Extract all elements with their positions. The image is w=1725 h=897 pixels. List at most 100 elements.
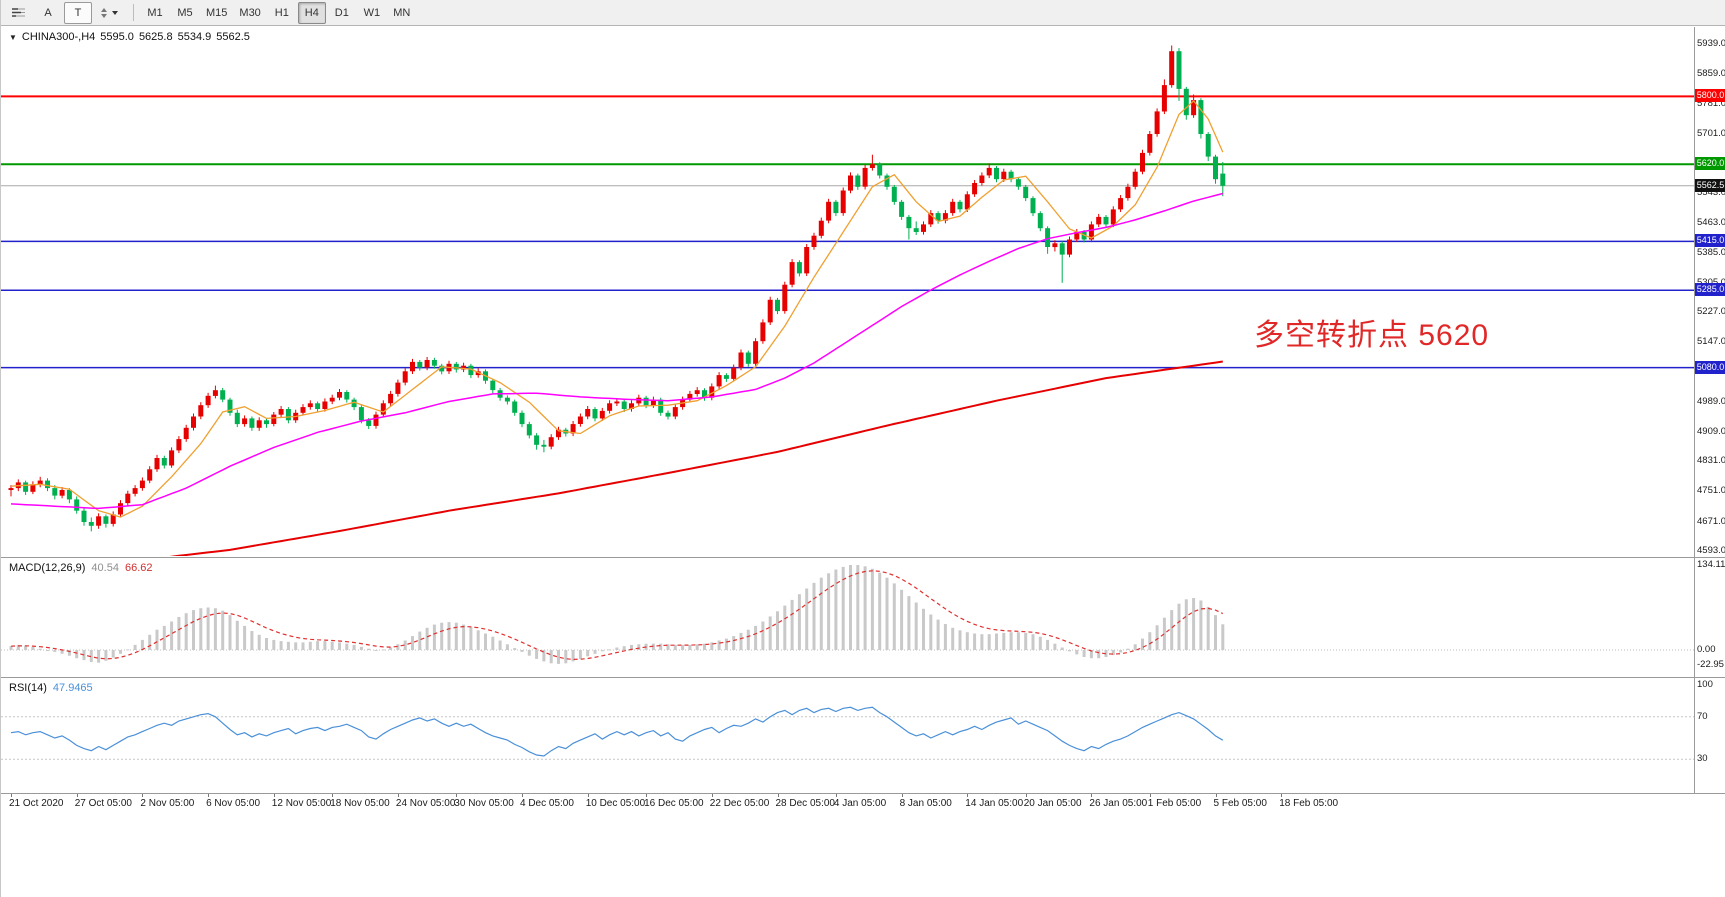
- ohlc-close: 5562.5: [216, 31, 250, 43]
- rsi-axis-label: 30: [1697, 753, 1708, 765]
- chart-list-button[interactable]: [4, 2, 32, 24]
- symbol-name: CHINA300-,H4: [21, 31, 96, 43]
- time-axis-tick: [711, 794, 713, 797]
- macd-axis-label: 134.11: [1697, 558, 1725, 570]
- price-axis-label: 5701.0: [1697, 127, 1725, 139]
- timeframe-button-mn[interactable]: MN: [393, 6, 411, 19]
- price-axis-label: 5859.0: [1697, 68, 1725, 80]
- price-level-badge: 5620.0: [1695, 157, 1725, 171]
- timeframe-button-w1[interactable]: W1: [363, 6, 381, 19]
- rsi-axis-label: 100: [1697, 679, 1713, 690]
- time-axis-label: 6 Nov 05:00: [206, 798, 261, 809]
- time-axis-label: 10 Dec 05:00: [585, 798, 646, 809]
- time-axis-tick: [1149, 794, 1151, 797]
- time-axis-label: 28 Dec 05:00: [775, 798, 836, 809]
- chart-annotation: 多空转折点 5620: [1254, 319, 1490, 352]
- price-axis-label: 5463.0: [1697, 217, 1725, 229]
- time-axis-label: 18 Feb 05:00: [1279, 798, 1339, 809]
- price-axis-label: 4593.0: [1697, 545, 1725, 556]
- price-axis-label: 4831.0: [1697, 455, 1725, 467]
- price-axis-label: 5227.0: [1697, 306, 1725, 318]
- timeframe-button-m30[interactable]: M30: [239, 6, 261, 19]
- chart-collapse-icon[interactable]: ▼: [9, 33, 17, 42]
- text-label-t-button[interactable]: T: [64, 1, 92, 24]
- ohlc-open: 5595.0: [100, 31, 134, 43]
- macd-indicator-chart[interactable]: [1, 559, 1694, 676]
- main-price-chart[interactable]: [1, 27, 1694, 556]
- timeframe-button-m1[interactable]: M1: [147, 6, 163, 19]
- ma-slow-red: [169, 360, 1223, 556]
- macd-signal-line: [10, 570, 1224, 661]
- symbol-ohlc-header: ▼ CHINA300-,H4 5595.0 5625.8 5534.9 5562.5: [9, 31, 255, 43]
- price-axis-label: 4751.0: [1697, 485, 1725, 497]
- time-axis-label: 21 Oct 2020: [9, 798, 64, 809]
- time-axis-label: 8 Jan 05:00: [899, 798, 952, 809]
- time-axis-tick: [1091, 794, 1093, 797]
- price-axis-label: 5305.0: [1697, 276, 1725, 288]
- macd-label: MACD(12,26,9) 40.54 66.62: [9, 562, 158, 574]
- toolbar-separator: [133, 4, 134, 21]
- time-axis-label: 26 Jan 05:00: [1089, 798, 1148, 809]
- timeframe-button-m15[interactable]: M15: [206, 6, 228, 19]
- up-down-arrows-icon: [101, 7, 118, 18]
- candlestick-series: [8, 45, 1226, 532]
- macd-axis-label: 0.00: [1697, 644, 1716, 655]
- time-axis-label: 14 Jan 05:00: [965, 798, 1024, 809]
- time-axis-label: 4 Jan 05:00: [833, 798, 887, 809]
- time-axis-tick: [273, 794, 275, 797]
- panel-separator-rsi[interactable]: [1, 677, 1725, 678]
- rsi-label: RSI(14) 47.9465: [9, 682, 99, 694]
- time-axis-label: 24 Nov 05:00: [395, 798, 456, 809]
- rsi-axis-label: 70: [1697, 710, 1708, 722]
- time-axis-tick: [777, 794, 779, 797]
- time-axis-tick: [456, 794, 458, 797]
- time-axis-tick: [332, 794, 334, 797]
- price-level-badge: 5562.5: [1695, 178, 1725, 192]
- price-axis-label: 5385.0: [1697, 246, 1725, 258]
- time-axis-tick: [397, 794, 399, 797]
- timeframe-button-h1[interactable]: H1: [274, 6, 289, 19]
- symbols-dropdown-button[interactable]: [94, 2, 126, 24]
- price-axis-label: 5781.0: [1697, 97, 1725, 109]
- rsi-value: 47.9465: [52, 682, 93, 694]
- ma-fast-orange: [10, 99, 1224, 518]
- time-axis-label: 1 Feb 05:00: [1147, 798, 1202, 809]
- rsi-line: [10, 706, 1224, 757]
- timeframe-button-d1[interactable]: D1: [334, 6, 349, 19]
- time-axis-tick: [967, 794, 969, 797]
- panel-separator-macd[interactable]: [1, 557, 1725, 558]
- rsi-indicator-chart[interactable]: [1, 679, 1694, 792]
- price-axis-label: 4909.0: [1697, 425, 1725, 437]
- time-axis[interactable]: 21 Oct 2020 27 Oct 05:00 2 Nov 05:00 6 Nov …: [1, 793, 1725, 813]
- ohlc-low: 5534.9: [177, 31, 212, 43]
- price-level-badge: 5285.0: [1695, 283, 1725, 297]
- time-axis-label: 2 Nov 05:00: [140, 798, 195, 809]
- time-axis-tick: [1215, 794, 1217, 797]
- time-axis-tick: [646, 794, 648, 797]
- macd-value-signal: 66.62: [124, 562, 153, 574]
- ohlc-high: 5625.8: [138, 31, 173, 43]
- price-axis-label: 5147.0: [1697, 336, 1725, 348]
- macd-value-main: 40.54: [91, 562, 119, 574]
- time-axis-label: 18 Nov 05:00: [330, 798, 390, 809]
- time-axis-label: 12 Nov 05:00: [271, 798, 332, 809]
- time-axis-label: 16 Dec 05:00: [644, 798, 704, 809]
- time-axis-tick: [76, 794, 78, 797]
- price-axis-label: 4671.0: [1697, 515, 1725, 527]
- time-axis-tick: [1025, 794, 1027, 797]
- rsi-title: RSI(14): [9, 682, 47, 694]
- timeframe-button-h4[interactable]: H4: [297, 1, 326, 24]
- text-label-a-button[interactable]: A: [44, 6, 52, 19]
- price-level-badge: 5415.0: [1695, 234, 1725, 248]
- time-axis-label: 22 Dec 05:00: [709, 798, 770, 809]
- time-axis-tick: [208, 794, 210, 797]
- toolbar: A T M1 M5 M15 M30 H1 H4 D1 W1 MN: [1, 0, 1725, 26]
- timeframe-button-m5[interactable]: M5: [177, 6, 193, 19]
- time-axis-label: 20 Jan 05:00: [1023, 798, 1082, 809]
- price-axis-label: 5939.0: [1697, 38, 1725, 49]
- time-axis-tick: [522, 794, 523, 797]
- time-axis-tick: [901, 794, 903, 797]
- price-axis-label: 4989.0: [1697, 395, 1725, 407]
- time-axis-tick: [142, 794, 144, 797]
